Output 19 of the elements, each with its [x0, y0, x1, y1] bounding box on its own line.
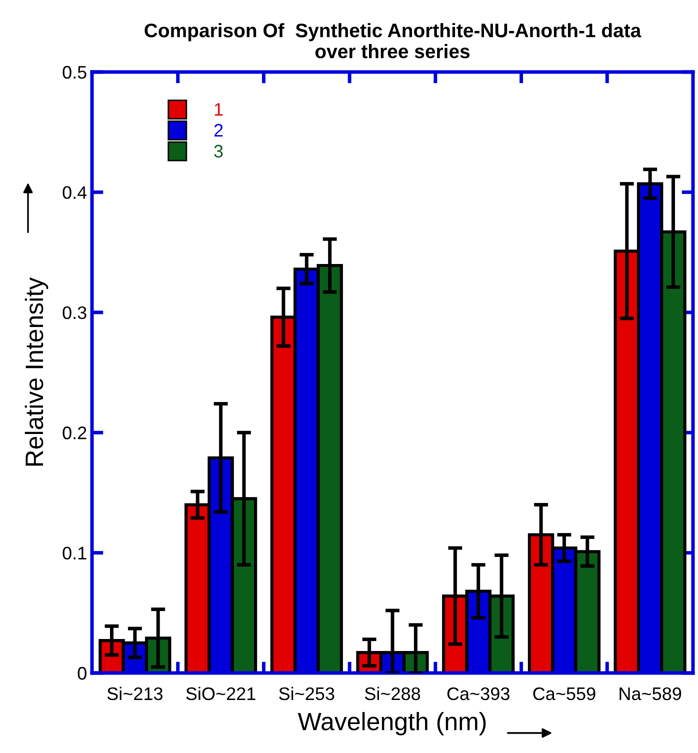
x-tick-label: Si~253 — [279, 686, 334, 700]
x-tick-label: Na~589 — [620, 687, 682, 700]
legend-label: 2 — [214, 124, 223, 137]
y-tick-label: 0 — [78, 666, 86, 680]
y-tick-label: 0.3 — [62, 306, 86, 320]
legend-label: 1 — [214, 103, 223, 116]
y-tick-label: 0.2 — [62, 426, 86, 440]
x-tick-label: Ca~393 — [447, 687, 510, 700]
chart-title: Comparison Of Synthetic Anorthite-NU-Anorth-1 data over three series — [144, 23, 642, 58]
y-tick-label: 0.4 — [62, 186, 87, 199]
x-tick-label: Si~213 — [107, 686, 162, 700]
x-tick-label: Si~288 — [364, 686, 420, 700]
legend-label: 3 — [214, 144, 223, 158]
x-tick-label: Ca~559 — [533, 687, 596, 700]
y-tick-label: 0.5 — [62, 66, 86, 79]
x-axis-title: Wavelength (nm) — [298, 712, 486, 736]
y-axis-title: Relative Intensity — [24, 277, 48, 466]
y-tick-label: 0.1 — [62, 546, 86, 560]
x-tick-label: SiO~221 — [186, 686, 256, 700]
